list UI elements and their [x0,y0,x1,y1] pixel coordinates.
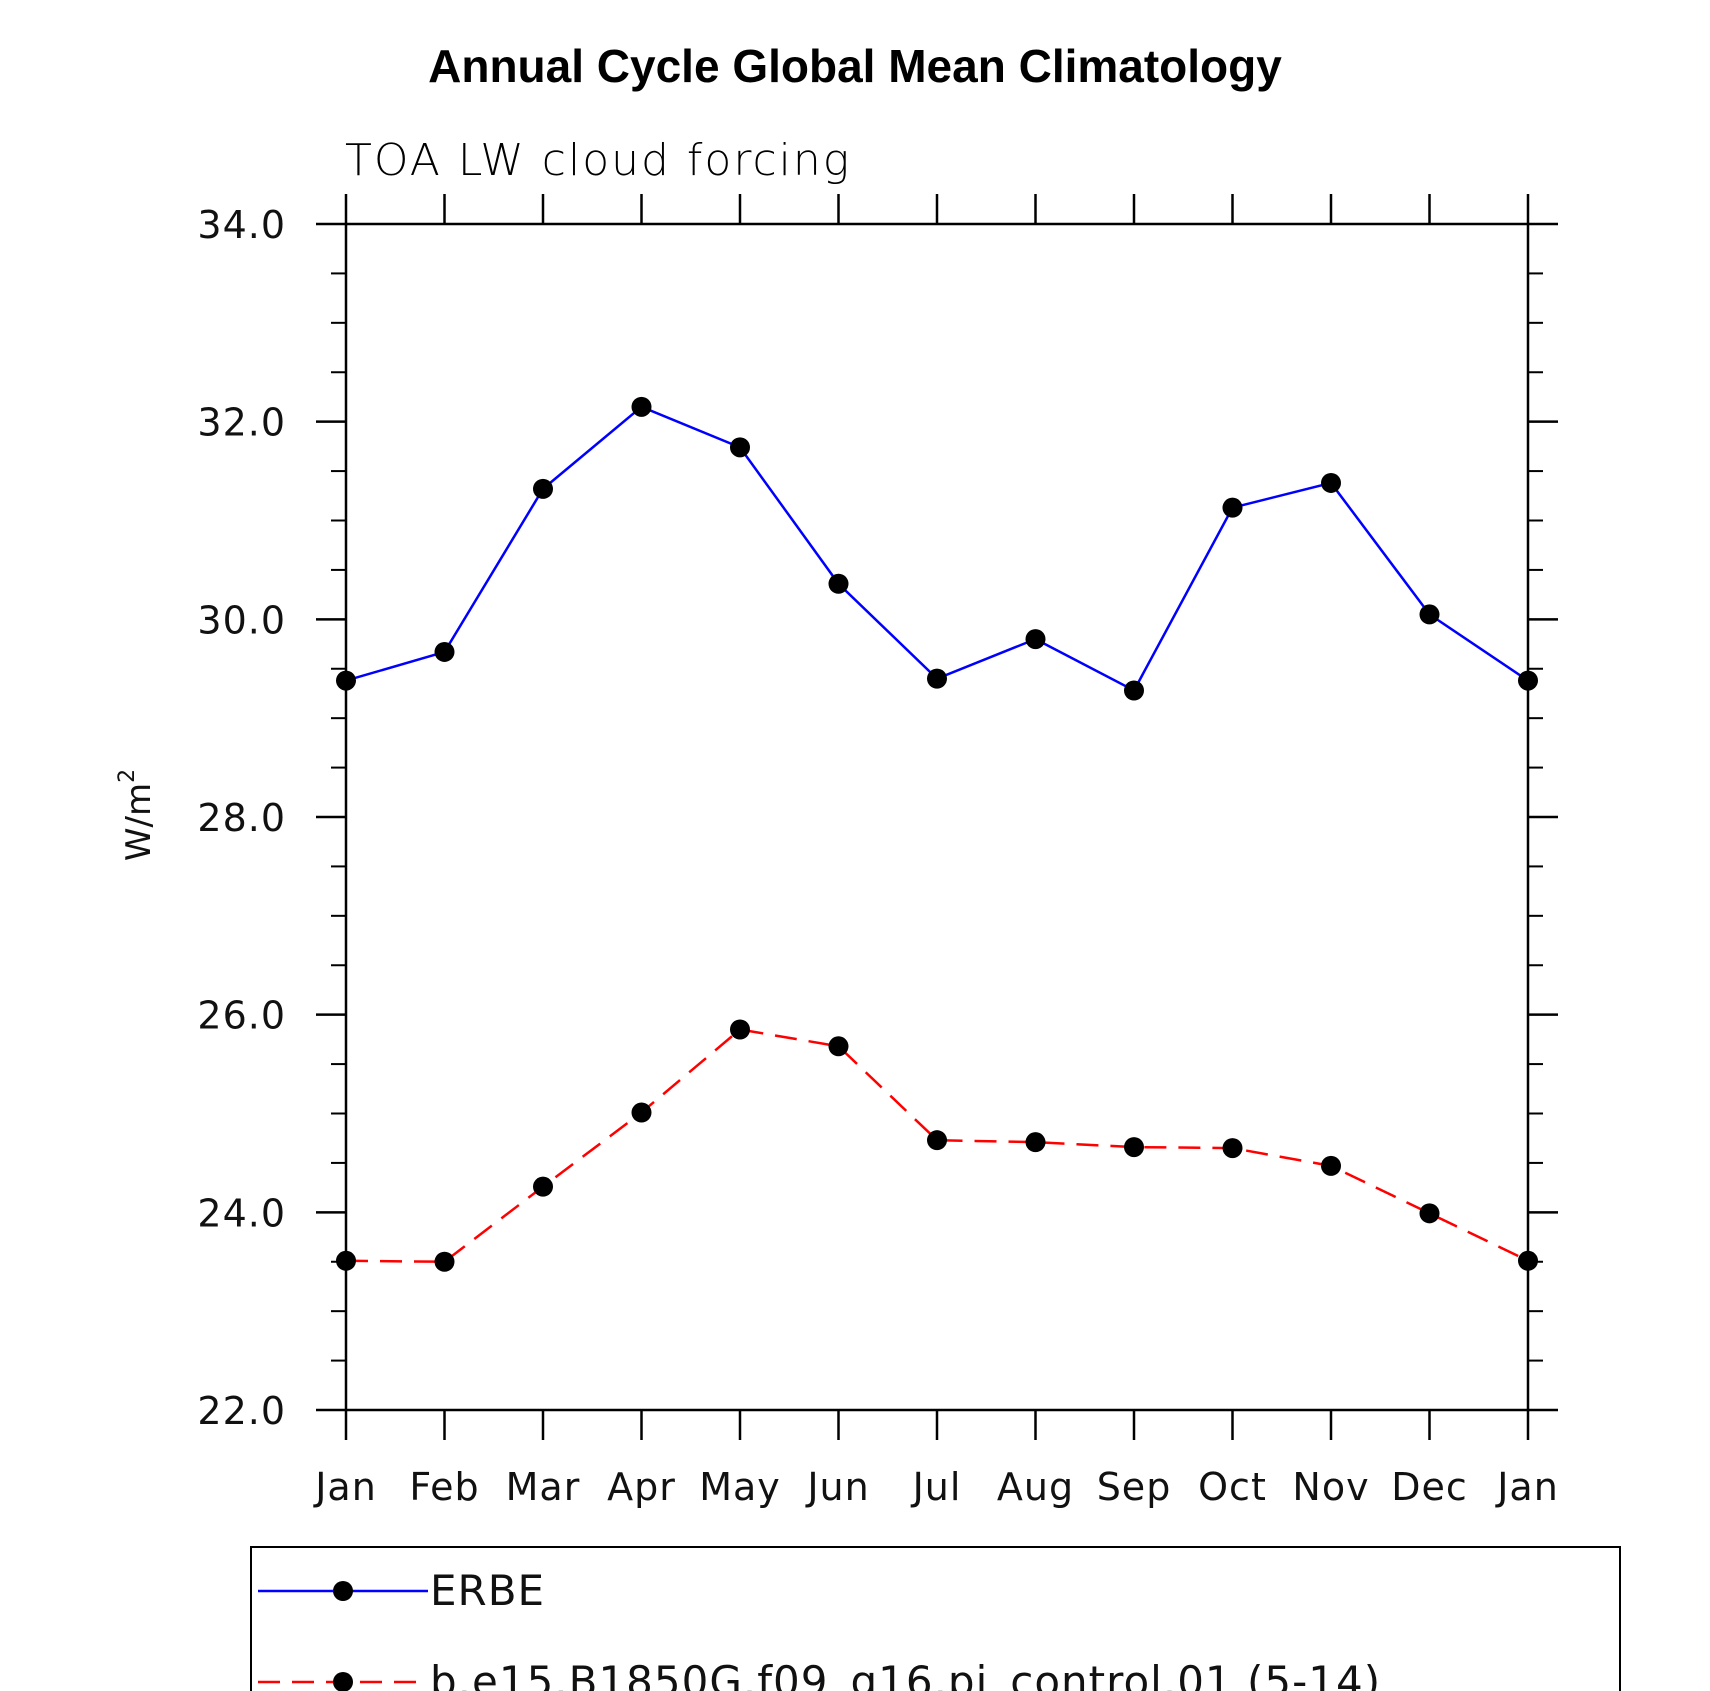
legend-marker-model [333,1672,353,1691]
series-1-point [730,1019,750,1040]
legend-marker-erbe [333,1581,353,1601]
series-1-point [533,1176,553,1197]
x-tick-label: Feb [409,1465,479,1509]
series-1-point [1321,1155,1341,1176]
series-0-point [336,670,356,691]
series-group [336,396,1538,1272]
legend: ERBE b.e15.B1850G.f09_g16.pi_control.01 … [250,1546,1621,1691]
y-tick-label: 22.0 [197,1389,286,1433]
series-1-point [1222,1138,1243,1159]
series-1-point [631,1102,652,1123]
y-axis-label: W/m2 [115,769,159,861]
x-tick-label: Jan [313,1465,377,1509]
legend-label-model: b.e15.B1850G.f09_g16.pi_control.01 (5-14… [430,1657,1381,1691]
series-1-point [1419,1203,1440,1224]
chart-subtitle: TOA LW cloud forcing [345,135,851,186]
x-tick-label: Jun [805,1465,869,1509]
series-1-point [434,1251,455,1272]
x-tick-label: Mar [506,1465,581,1509]
x-tick-label: Apr [607,1465,676,1509]
series-0-point [1518,670,1538,691]
legend-label-erbe: ERBE [430,1566,545,1615]
y-tick-label: 34.0 [197,203,286,247]
y-tick-labels: 22.0 24.0 26.0 28.0 30.0 32.0 34.0 [197,203,286,1433]
series-0-point [631,396,652,417]
series-line-0 [345,405,1529,693]
series-1-point [927,1130,947,1151]
series-0-point [1124,680,1144,701]
series-1-point [1518,1250,1538,1271]
series-1-point [1124,1137,1144,1158]
series-0-point [730,437,750,458]
y-axis-label-sup: 2 [115,769,140,783]
series-0-point [434,641,455,662]
series-0-point [927,668,947,689]
x-tick-label: Sep [1097,1465,1172,1509]
series-0-point [1321,472,1341,493]
series-1-point [828,1036,849,1057]
series-1-point [1025,1132,1046,1153]
plot-frame [344,222,1530,1412]
legend-box [250,1546,1621,1691]
series-1-point [336,1250,356,1271]
y-axis-label-text: W/m [119,783,159,861]
y-tick-label: 28.0 [197,796,286,840]
y-tick-label: 32.0 [197,401,286,445]
y-tick-label: 24.0 [197,1191,286,1235]
series-0-point [1025,629,1046,650]
series-0-point [533,478,553,499]
series-0-point [1419,604,1440,625]
series-0-point [828,573,849,594]
plot-border [344,222,1530,1412]
x-tick-labels: Jan Feb Mar Apr May Jun Jul Aug Sep Oct Nov Dec Jan [313,1465,1559,1509]
axis-ticks [316,194,1558,1440]
x-tick-label: Dec [1391,1465,1468,1509]
x-tick-label: Oct [1198,1465,1267,1509]
x-tick-label: May [699,1465,781,1509]
y-tick-label: 26.0 [197,994,286,1038]
x-tick-label: Jul [911,1465,962,1509]
x-tick-label: Nov [1292,1465,1369,1509]
x-tick-label: Jan [1495,1465,1559,1509]
chart-title: Annual Cycle Global Mean Climatology [428,40,1282,92]
x-tick-label: Aug [997,1465,1074,1509]
series-0-point [1222,497,1243,518]
y-tick-label: 30.0 [197,598,286,642]
